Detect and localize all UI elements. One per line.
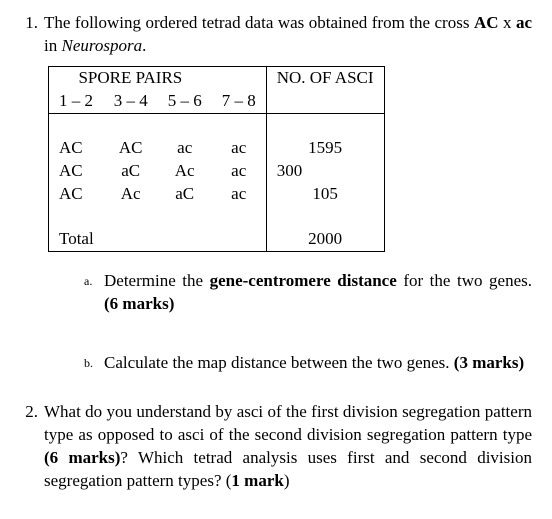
table-cell: Ac <box>158 160 212 183</box>
table-cell: aC <box>104 160 158 183</box>
q1-organism: Neurospora <box>61 36 142 55</box>
question-1b: b. Calculate the map distance between th… <box>84 352 532 375</box>
q1-intro-pre: The following ordered tetrad data was ob… <box>44 13 474 32</box>
table-cell: ac <box>212 137 267 160</box>
total-value: 2000 <box>266 228 384 251</box>
no-asci-heading: NO. OF ASCI <box>266 66 384 89</box>
question-1-text: The following ordered tetrad data was ob… <box>44 12 532 58</box>
q1a-marks: (6 marks) <box>104 294 174 313</box>
question-1-number: 1. <box>20 12 38 58</box>
question-1a-number: a. <box>84 270 98 316</box>
table-cell: ac <box>212 183 267 206</box>
q1a-mid: for the two genes. <box>397 271 532 290</box>
table-cell: aC <box>158 183 212 206</box>
table-cell: AC <box>49 183 104 206</box>
table-cell: ac <box>212 160 267 183</box>
q2-end: ) <box>284 471 290 490</box>
col-5-6: 5 – 6 <box>158 90 212 113</box>
q2-pre: What do you understand by asci of the fi… <box>44 402 532 444</box>
q1-cross-right: ac <box>516 13 532 32</box>
col-7-8: 7 – 8 <box>212 90 267 113</box>
spore-pairs-heading: SPORE PAIRS <box>49 66 212 89</box>
question-2-text: What do you understand by asci of the fi… <box>44 401 532 493</box>
question-1: 1. The following ordered tetrad data was… <box>20 12 532 58</box>
table-count: 105 <box>266 183 384 206</box>
q1a-pre: Determine the <box>104 271 210 290</box>
q1-cross-left: AC <box>474 13 499 32</box>
total-label: Total <box>49 228 104 251</box>
q2-marks1: (6 marks) <box>44 448 120 467</box>
question-1a: a. Determine the gene-centromere distanc… <box>84 270 532 316</box>
q1b-pre: Calculate the map distance between the t… <box>104 353 454 372</box>
question-2: 2. What do you understand by asci of the… <box>20 401 532 493</box>
q1-cross-x: x <box>499 13 516 32</box>
q1-intro-end: . <box>142 36 146 55</box>
q1a-bold: gene-centromere distance <box>210 271 397 290</box>
q1b-marks: (3 marks) <box>454 353 524 372</box>
col-1-2: 1 – 2 <box>49 90 104 113</box>
table-cell: Ac <box>104 183 158 206</box>
question-1b-number: b. <box>84 352 98 375</box>
question-1b-text: Calculate the map distance between the t… <box>104 352 532 375</box>
q2-marks2: 1 mark <box>231 471 283 490</box>
table-count: 1595 <box>266 137 384 160</box>
col-3-4: 3 – 4 <box>104 90 158 113</box>
table-cell: ac <box>158 137 212 160</box>
table-cell: AC <box>104 137 158 160</box>
table-cell: AC <box>49 160 104 183</box>
tetrad-table: SPORE PAIRS NO. OF ASCI 1 – 2 3 – 4 5 – … <box>48 66 385 253</box>
q1-intro-mid: in <box>44 36 61 55</box>
table-cell: AC <box>49 137 104 160</box>
table-count: 300 <box>266 160 384 183</box>
question-2-number: 2. <box>20 401 38 493</box>
question-1a-text: Determine the gene-centromere distance f… <box>104 270 532 316</box>
